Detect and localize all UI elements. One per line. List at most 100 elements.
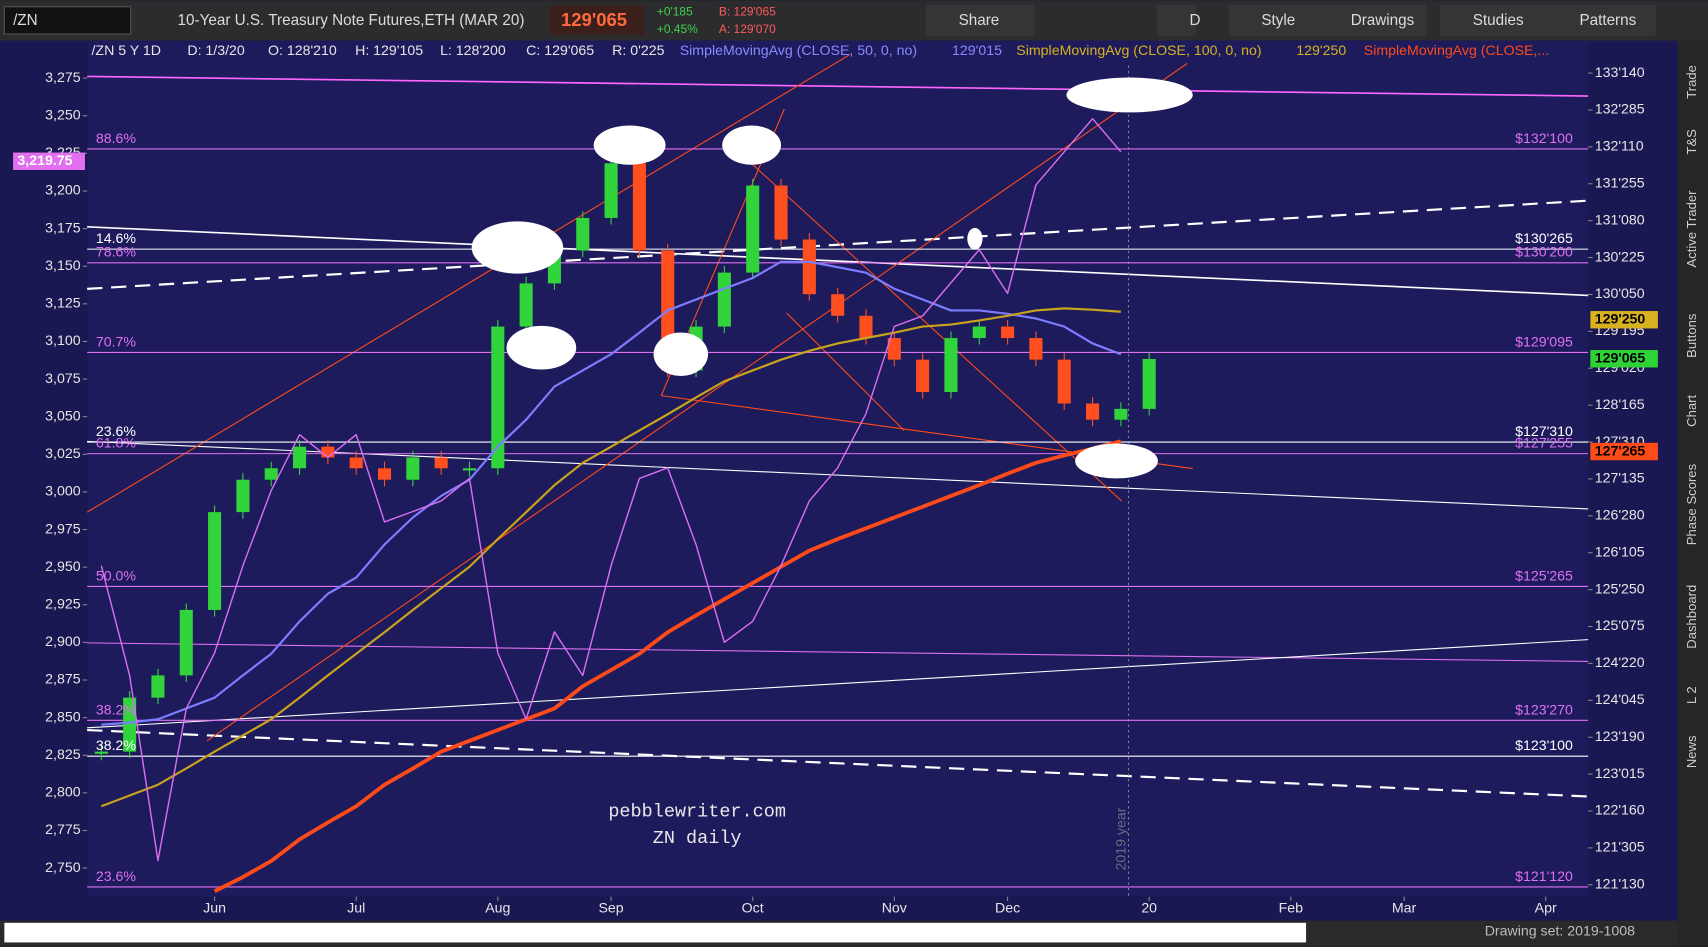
- y2-tick-label: 123'190: [1595, 729, 1645, 745]
- y-tick-label: 3,175: [45, 220, 81, 236]
- candle-body: [746, 185, 760, 273]
- toolbar-button[interactable]: [1228, 4, 1338, 37]
- y2-tick-label: 126'105: [1595, 544, 1645, 560]
- candle-body: [491, 326, 505, 469]
- x-tick-label: Oct: [742, 900, 764, 916]
- symbol-box[interactable]: [3, 6, 132, 35]
- study-label[interactable]: SimpleMovingAvg (CLOSE,...: [1364, 43, 1549, 59]
- drawing-set[interactable]: Drawing set: 2019-1008: [1485, 923, 1635, 939]
- level-price: $129'095: [1515, 334, 1573, 350]
- x-tick-label: Mar: [1392, 900, 1417, 916]
- trendline: [87, 728, 1589, 798]
- level-percent: 38.2%: [96, 738, 137, 754]
- y-tick-label: 3,000: [45, 484, 81, 500]
- right-axis-panel: [1588, 40, 1678, 897]
- y-tick-label: 3,075: [45, 371, 81, 387]
- candle-body: [604, 163, 618, 218]
- bid: B: 129'065: [719, 4, 776, 18]
- side-tab[interactable]: L 2: [1684, 686, 1699, 704]
- toolbar-button[interactable]: [1156, 4, 1197, 37]
- candle-body: [264, 468, 278, 480]
- y2-tick-label: 132'110: [1595, 139, 1644, 155]
- last-price: 129'065: [561, 9, 627, 30]
- side-tab[interactable]: T&S: [1684, 129, 1699, 155]
- price-flag: [1590, 311, 1658, 329]
- side-tab[interactable]: Dashboard: [1684, 585, 1699, 649]
- ellipse: [471, 221, 564, 274]
- candle-body: [208, 512, 222, 610]
- candle-body: [859, 315, 873, 339]
- side-tabs-panel: [1677, 40, 1708, 947]
- y2-tick-label: 132'285: [1595, 102, 1645, 118]
- toolbar-button[interactable]: [1546, 4, 1656, 37]
- level-percent: 38.2%: [96, 702, 137, 718]
- side-tab[interactable]: Active Trader: [1684, 190, 1699, 268]
- percent-change: +0.45%: [657, 22, 698, 36]
- candle-body: [151, 675, 165, 698]
- y-tick-label: 3,275: [45, 70, 81, 86]
- candle-body: [1029, 338, 1043, 360]
- bar-open: O: 128'210: [268, 43, 337, 59]
- y2-tick-label: 123'015: [1595, 766, 1645, 782]
- series-line: [100, 118, 1122, 862]
- ellipse: [506, 325, 577, 370]
- toolbar-label[interactable]: Share: [959, 12, 1000, 29]
- candle-body: [519, 283, 533, 327]
- toolbar-label[interactable]: Drawings: [1351, 12, 1415, 29]
- series-line: [100, 307, 1121, 808]
- study-value: 129'015: [952, 43, 1002, 59]
- y2-tick-label: 130'050: [1595, 286, 1645, 302]
- drawings: [86, 54, 1589, 897]
- toolbar-button[interactable]: [1440, 4, 1549, 37]
- y2-tick-label: 125'250: [1595, 581, 1645, 597]
- x-tick-label: Nov: [882, 900, 908, 916]
- side-tab[interactable]: Buttons: [1684, 313, 1699, 358]
- toolbar-label[interactable]: Patterns: [1579, 12, 1636, 29]
- y-tick-label: 3,125: [45, 296, 81, 312]
- candle-body: [1001, 326, 1015, 339]
- toolbar-label[interactable]: Style: [1261, 12, 1295, 29]
- candle-body: [123, 697, 137, 752]
- toolbar-button[interactable]: [1318, 4, 1427, 37]
- candle-body: [717, 272, 731, 327]
- x-tick-label: Apr: [1535, 900, 1557, 916]
- y2-tick-label: 121'305: [1595, 840, 1645, 856]
- candle-body: [236, 479, 250, 513]
- level-price: $130'200: [1515, 245, 1573, 261]
- candle-body: [831, 294, 845, 316]
- candle-body: [293, 446, 307, 469]
- y-tick-label: 2,975: [45, 521, 81, 537]
- side-tab[interactable]: News: [1684, 735, 1699, 768]
- candle-body: [1114, 408, 1128, 420]
- trendline: [87, 75, 1589, 97]
- level-percent: 78.6%: [96, 245, 137, 261]
- toolbar-label[interactable]: D: [1190, 12, 1201, 29]
- level-percent: 88.6%: [96, 131, 137, 147]
- y-tick-label: 3,200: [45, 183, 81, 199]
- net-change: +0'185: [657, 4, 693, 18]
- trendline: [87, 639, 1589, 729]
- x-tick-label: Dec: [995, 900, 1020, 916]
- toolbar-label[interactable]: Studies: [1473, 12, 1524, 29]
- side-tab[interactable]: Phase Scores: [1684, 463, 1699, 545]
- x-tick-label: Aug: [485, 900, 510, 916]
- y2-tick-label: 130'225: [1595, 249, 1645, 265]
- study-label[interactable]: SimpleMovingAvg (CLOSE, 50, 0, no): [680, 43, 917, 59]
- candle-body: [321, 446, 335, 458]
- study-label[interactable]: SimpleMovingAvg (CLOSE, 100, 0, no): [1016, 43, 1261, 59]
- y2-tick-label: 131'080: [1595, 212, 1645, 228]
- side-tab[interactable]: Chart: [1684, 395, 1699, 427]
- x-tick-label: Feb: [1279, 900, 1304, 916]
- trendline: [786, 312, 905, 431]
- side-tab[interactable]: Trade: [1684, 65, 1699, 99]
- scrollbar[interactable]: [4, 922, 1307, 943]
- level-price: $125'265: [1515, 568, 1573, 584]
- candle-body: [1057, 359, 1071, 404]
- y-tick-label: 2,850: [45, 709, 81, 725]
- year-label: 2019 year: [1114, 807, 1130, 870]
- level-percent: 61.8%: [96, 436, 137, 452]
- y2-tick-label: 122'160: [1595, 803, 1645, 819]
- y2-tick-label: 133'140: [1595, 65, 1645, 81]
- chart-spec: /ZN 5 Y 1D: [92, 43, 162, 59]
- toolbar-button[interactable]: [925, 4, 1035, 37]
